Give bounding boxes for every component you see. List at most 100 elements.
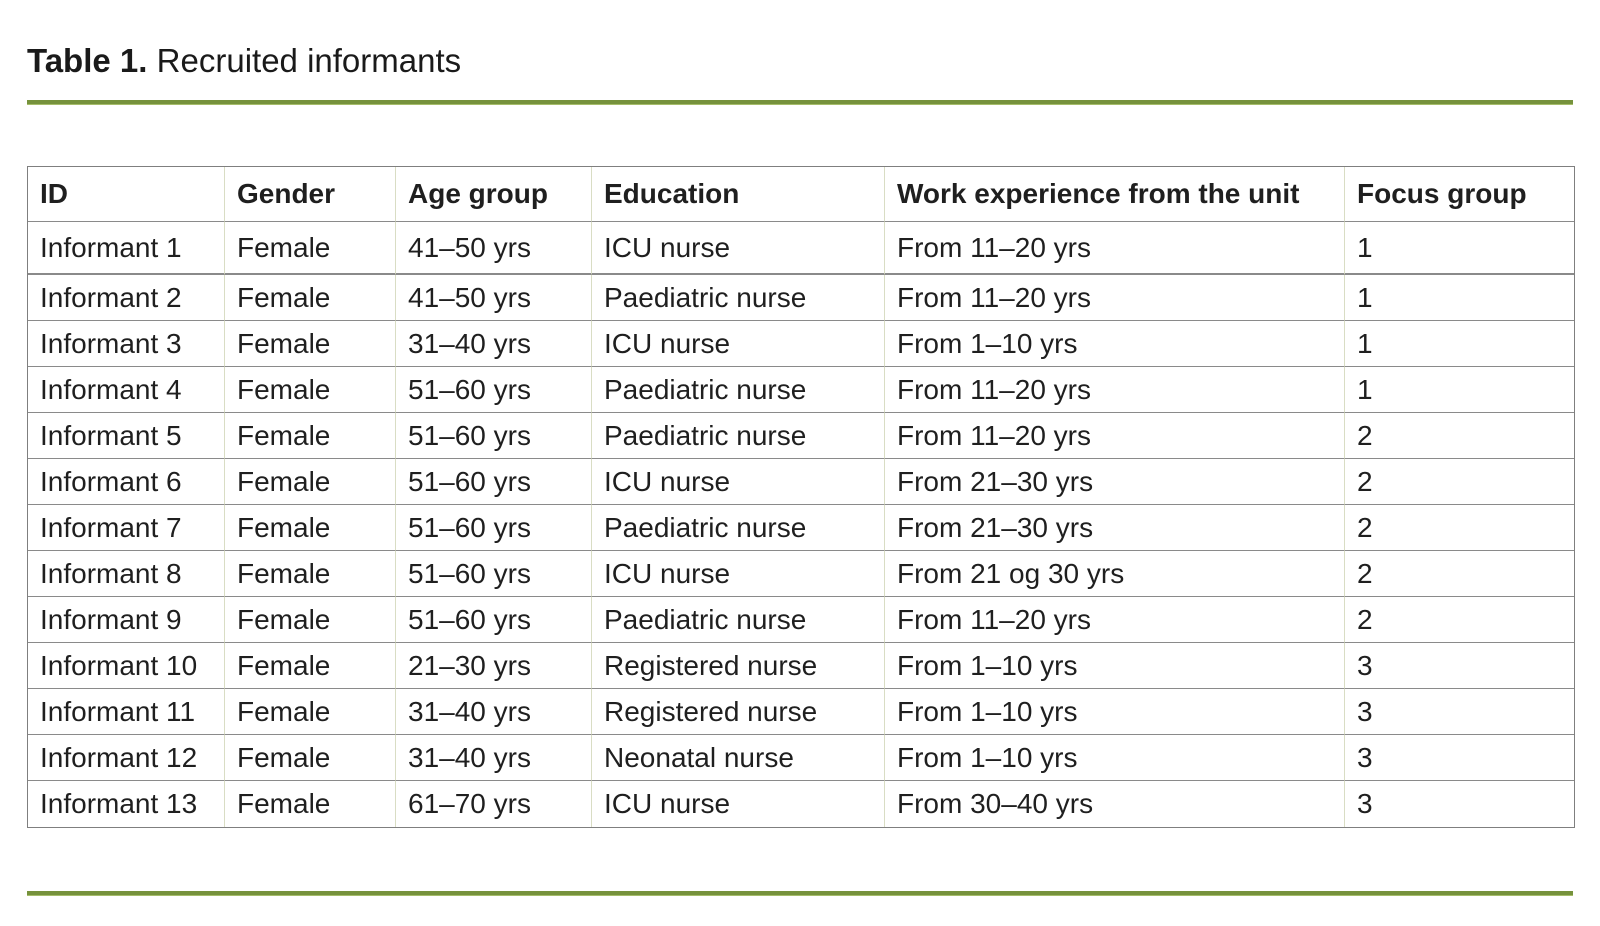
table-title: Table 1. Recruited informants: [27, 42, 461, 80]
accent-rule-top: [27, 100, 1573, 105]
table-row: Informant 13 Female 61–70 yrs ICU nurse …: [28, 781, 1574, 827]
cell-gender: Female: [224, 367, 395, 413]
table-row: Informant 3 Female 31–40 yrs ICU nurse F…: [28, 321, 1574, 367]
cell-id: Informant 11: [28, 689, 224, 735]
cell-age-group: 31–40 yrs: [395, 321, 591, 367]
cell-focus-group: 3: [1344, 689, 1574, 735]
table-row: Informant 6 Female 51–60 yrs ICU nurse F…: [28, 459, 1574, 505]
cell-work-experience: From 11–20 yrs: [884, 222, 1344, 275]
cell-id: Informant 8: [28, 551, 224, 597]
cell-focus-group: 3: [1344, 781, 1574, 827]
column-header-age-group: Age group: [395, 167, 591, 222]
cell-id: Informant 12: [28, 735, 224, 781]
table-row: Informant 1 Female 41–50 yrs ICU nurse F…: [28, 222, 1574, 275]
cell-education: ICU nurse: [591, 321, 884, 367]
cell-education: Paediatric nurse: [591, 413, 884, 459]
cell-education: ICU nurse: [591, 551, 884, 597]
accent-rule-bottom: [27, 891, 1573, 896]
cell-gender: Female: [224, 643, 395, 689]
cell-focus-group: 3: [1344, 643, 1574, 689]
cell-gender: Female: [224, 689, 395, 735]
table-row: Informant 8 Female 51–60 yrs ICU nurse F…: [28, 551, 1574, 597]
column-header-education: Education: [591, 167, 884, 222]
cell-focus-group: 2: [1344, 413, 1574, 459]
cell-id: Informant 13: [40, 788, 198, 819]
cell-id: Informant 1: [28, 222, 224, 275]
cell-focus-group: 3: [1344, 735, 1574, 781]
table-header: ID Gender Age group Education Work exper…: [28, 167, 1574, 222]
table-row: Informant 4 Female 51–60 yrs Paediatric …: [28, 367, 1574, 413]
cell-gender: Female: [224, 413, 395, 459]
cell-id: Informant 2: [28, 275, 224, 321]
table-title-number: Table 1.: [27, 42, 148, 79]
cell-id: Informant 9: [28, 597, 224, 643]
table-body: Informant 1 Female 41–50 yrs ICU nurse F…: [28, 222, 1574, 827]
cell-age-group: 51–60 yrs: [395, 597, 591, 643]
cell-age-group: 51–60 yrs: [395, 505, 591, 551]
cell-work-experience: From 30–40 yrs: [884, 781, 1344, 827]
table-row: Informant 9 Female 51–60 yrs Paediatric …: [28, 597, 1574, 643]
column-header-gender: Gender: [224, 167, 395, 222]
cell-focus-group: 2: [1344, 551, 1574, 597]
cell-education: Paediatric nurse: [591, 367, 884, 413]
cell-id: Informant 7: [28, 505, 224, 551]
cell-gender: Female: [224, 505, 395, 551]
cell-gender: Female: [224, 459, 395, 505]
table-row: Informant 12 Female 31–40 yrs Neonatal n…: [28, 735, 1574, 781]
cell-education: Neonatal nurse: [591, 735, 884, 781]
cell-age-group: 51–60 yrs: [395, 459, 591, 505]
header-row: ID Gender Age group Education Work exper…: [28, 167, 1574, 222]
cell-work-experience: From 21–30 yrs: [884, 505, 1344, 551]
cell-id: Informant 6: [28, 459, 224, 505]
cell-gender: Female: [224, 222, 395, 275]
cell-education: Paediatric nurse: [591, 275, 884, 321]
column-header-id: ID: [28, 167, 224, 222]
cell-age-group: 51–60 yrs: [395, 367, 591, 413]
cell-work-experience: From 21–30 yrs: [884, 459, 1344, 505]
cell-age-group: 41–50 yrs: [395, 222, 591, 275]
cell-age-group: 31–40 yrs: [395, 689, 591, 735]
cell-age-group: 51–60 yrs: [395, 551, 591, 597]
cell-age-group: 21–30 yrs: [395, 643, 591, 689]
cell-gender: Female: [224, 735, 395, 781]
cell-work-experience: From 1–10 yrs: [884, 321, 1344, 367]
cell-education: Paediatric nurse: [591, 505, 884, 551]
cell-gender: Female: [224, 275, 395, 321]
cell-id: Informant 3: [28, 321, 224, 367]
cell-age-group: 51–60 yrs: [395, 413, 591, 459]
table-row: Informant 10 Female 21–30 yrs Registered…: [28, 643, 1574, 689]
table-row: Informant 7 Female 51–60 yrs Paediatric …: [28, 505, 1574, 551]
cell-age-group: 41–50 yrs: [395, 275, 591, 321]
cell-id: Informant 10: [28, 643, 224, 689]
cell-age-group: 31–40 yrs: [395, 735, 591, 781]
cell-education: ICU nurse: [591, 781, 884, 827]
cell-education: Registered nurse: [591, 643, 884, 689]
cell-focus-group: 2: [1344, 597, 1574, 643]
cell-work-experience: From 1–10 yrs: [884, 689, 1344, 735]
cell-education: Registered nurse: [591, 689, 884, 735]
cell-gender: Female: [224, 321, 395, 367]
cell-gender: Female: [224, 597, 395, 643]
column-header-work-experience: Work experience from the unit: [884, 167, 1344, 222]
cell-work-experience: From 11–20 yrs: [884, 275, 1344, 321]
cell-education: ICU nurse: [591, 222, 884, 275]
cell-focus-group: 2: [1344, 505, 1574, 551]
cell-education: ICU nurse: [591, 459, 884, 505]
cell-work-experience: From 1–10 yrs: [884, 643, 1344, 689]
cell-age-group: 61–70 yrs: [395, 781, 591, 827]
cell-focus-group: 1: [1344, 367, 1574, 413]
column-header-focus-group: Focus group: [1344, 167, 1574, 222]
cell-work-experience: From 11–20 yrs: [884, 367, 1344, 413]
informants-table: ID Gender Age group Education Work exper…: [27, 166, 1575, 828]
cell-focus-group: 1: [1344, 222, 1574, 275]
cell-work-experience: From 11–20 yrs: [884, 413, 1344, 459]
cell-focus-group: 1: [1344, 275, 1574, 321]
cell-id: Informant 5: [28, 413, 224, 459]
table-row: Informant 2 Female 41–50 yrs Paediatric …: [28, 275, 1574, 321]
cell-work-experience: From 11–20 yrs: [884, 597, 1344, 643]
table-title-text: Recruited informants: [156, 42, 462, 79]
cell-work-experience: From 1–10 yrs: [884, 735, 1344, 781]
cell-gender: Female: [224, 781, 395, 827]
table-row: Informant 11 Female 31–40 yrs Registered…: [28, 689, 1574, 735]
